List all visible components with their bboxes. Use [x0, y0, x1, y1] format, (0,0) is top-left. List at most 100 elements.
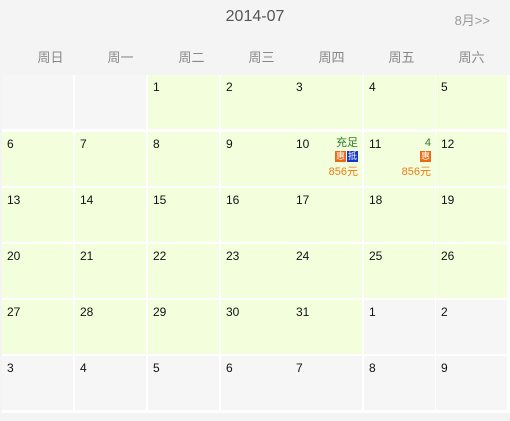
day-number: 12	[441, 137, 455, 151]
badge-group: 惠抵	[329, 151, 358, 164]
day-cell[interactable]: 1	[148, 75, 219, 129]
day-number: 9	[441, 361, 448, 375]
day-number: 1	[153, 80, 160, 94]
day-cell[interactable]	[2, 75, 73, 129]
day-number: 5	[153, 361, 160, 375]
day-number: 9	[226, 137, 233, 151]
day-cell[interactable]: 6	[221, 356, 292, 410]
day-cell[interactable]: 13	[2, 188, 73, 242]
day-number: 6	[226, 361, 233, 375]
day-number: 7	[80, 137, 87, 151]
day-cell[interactable]: 23	[221, 244, 292, 298]
day-number: 21	[80, 249, 94, 263]
day-number: 5	[441, 80, 448, 94]
day-number: 3	[296, 80, 303, 94]
weekday-label: 周一	[107, 50, 134, 65]
day-number: 4	[80, 361, 87, 375]
day-cell[interactable]: 9	[221, 132, 292, 186]
price-label: 856元	[401, 166, 431, 178]
day-number: 8	[153, 137, 160, 151]
day-cell[interactable]: 11 4 惠 856元	[364, 132, 435, 186]
day-number: 18	[369, 193, 383, 207]
month-title: 2014-07	[225, 8, 285, 25]
day-number: 7	[296, 361, 303, 375]
day-cell[interactable]: 26	[436, 244, 507, 298]
day-cell[interactable]: 29	[148, 300, 219, 354]
day-cell[interactable]: 2	[221, 75, 292, 129]
day-number: 3	[7, 361, 14, 375]
day-number: 6	[7, 137, 14, 151]
calendar-header: 2014-07 8月>>	[0, 0, 510, 38]
day-cell[interactable]: 4	[364, 75, 435, 129]
day-cell[interactable]: 2	[436, 300, 507, 354]
promo-badge: 惠	[420, 151, 431, 162]
day-cell[interactable]: 4	[75, 356, 146, 410]
day-cell[interactable]: 20	[2, 244, 73, 298]
day-cell[interactable]: 8	[148, 132, 219, 186]
day-cell[interactable]: 1	[364, 300, 435, 354]
day-cell[interactable]: 6	[2, 132, 73, 186]
day-number: 31	[296, 305, 310, 319]
price-label: 856元	[328, 166, 358, 178]
day-cell[interactable]: 17	[291, 188, 362, 242]
day-cell[interactable]: 3	[2, 356, 73, 410]
day-number: 19	[441, 193, 455, 207]
day-number: 1	[369, 305, 376, 319]
day-number: 13	[7, 193, 21, 207]
day-cell[interactable]: 9	[436, 356, 507, 410]
day-cell[interactable]: 5	[148, 356, 219, 410]
day-cell[interactable]: 19	[436, 188, 507, 242]
day-number: 26	[441, 249, 455, 263]
weekday-label: 周日	[37, 50, 64, 65]
availability-info: 充足惠抵 856元	[329, 137, 358, 179]
day-cell[interactable]: 7	[291, 356, 362, 410]
weekday-label: 周五	[388, 50, 415, 65]
day-cell[interactable]: 31	[291, 300, 362, 354]
day-number: 22	[153, 249, 167, 263]
discount-badge: 抵	[347, 151, 358, 162]
day-cell[interactable]: 25	[364, 244, 435, 298]
day-cell[interactable]: 27	[2, 300, 73, 354]
day-cell[interactable]: 12	[436, 132, 507, 186]
day-number: 28	[80, 305, 94, 319]
day-cell[interactable]: 7	[75, 132, 146, 186]
day-number: 25	[369, 249, 383, 263]
day-number: 27	[7, 305, 21, 319]
day-cell[interactable]: 30	[221, 300, 292, 354]
weekday-label: 周二	[178, 50, 205, 65]
day-cell[interactable]: 18	[364, 188, 435, 242]
day-cell[interactable]: 24	[291, 244, 362, 298]
day-number: 2	[441, 305, 448, 319]
day-cell[interactable]: 21	[75, 244, 146, 298]
day-cell[interactable]: 22	[148, 244, 219, 298]
weekday-label: 周四	[318, 50, 345, 65]
day-cell[interactable]: 10 充足惠抵 856元	[291, 132, 362, 186]
day-cell[interactable]: 14	[75, 188, 146, 242]
day-number: 14	[80, 193, 94, 207]
day-number: 15	[153, 193, 167, 207]
day-cell[interactable]: 15	[148, 188, 219, 242]
day-number: 29	[153, 305, 167, 319]
day-number: 24	[296, 249, 310, 263]
weekday-header-row: 周日 周一 周二 周三 周四 周五 周六	[0, 38, 510, 75]
day-number: 10	[296, 137, 310, 151]
availability-status: 充足	[336, 137, 358, 149]
day-number: 30	[226, 305, 240, 319]
day-number: 11	[369, 137, 382, 151]
calendar-grid: 1 2 3 4 5 6 7 8 9 10 充足惠抵 856元 11 4 惠 856元 12 13 14 15 16 17 1…	[2, 75, 510, 413]
weekday-label: 周三	[248, 50, 275, 65]
day-cell[interactable]: 5	[436, 75, 507, 129]
promo-badge: 惠	[335, 151, 346, 162]
day-number: 4	[369, 80, 376, 94]
next-month-link[interactable]: 8月>>	[454, 13, 490, 28]
day-number: 23	[226, 249, 240, 263]
badge-group: 惠	[402, 151, 431, 164]
day-number: 16	[226, 193, 240, 207]
day-cell[interactable]: 3	[291, 75, 362, 129]
day-cell[interactable]: 16	[221, 188, 292, 242]
day-cell[interactable]: 8	[364, 356, 435, 410]
day-cell[interactable]	[75, 75, 146, 129]
day-cell[interactable]: 28	[75, 300, 146, 354]
weekday-label: 周六	[458, 50, 485, 65]
